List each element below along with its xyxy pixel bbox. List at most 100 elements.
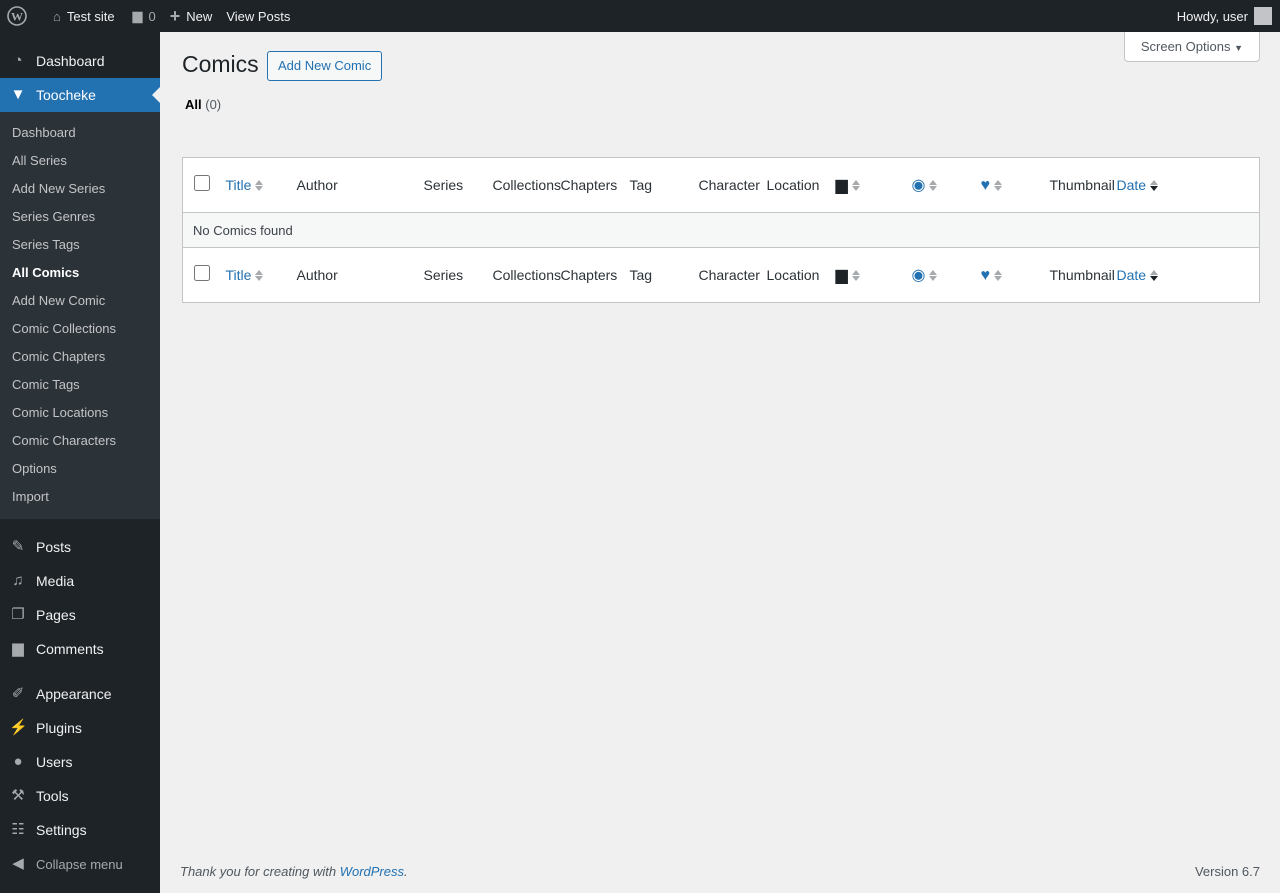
sort-icon	[994, 179, 1004, 192]
comment-icon: ▆	[12, 640, 24, 657]
menu-label: Dashboard	[36, 53, 105, 69]
sidebar-item-pages[interactable]: ❐ Pages	[0, 598, 160, 632]
column-title[interactable]: Title	[218, 247, 290, 303]
sidebar-item-users[interactable]: ● Users	[0, 745, 160, 779]
title-sort-link[interactable]: Title	[225, 266, 252, 283]
collapse-icon: ◀	[12, 855, 24, 872]
column-chapters: Chapters	[553, 157, 623, 213]
submenu-series-genres[interactable]: Series Genres	[12, 209, 96, 224]
comments-link[interactable]: ▆ 0	[126, 0, 163, 32]
submenu-add-new-series[interactable]: Add New Series	[12, 181, 106, 196]
menu-label: Pages	[36, 607, 76, 623]
sidebar-item-media[interactable]: ♫ Media	[0, 564, 160, 598]
sidebar-item-posts[interactable]: ✎ Posts	[0, 530, 160, 564]
column-character: Character	[691, 247, 760, 303]
select-all-checkbox-footer[interactable]	[194, 264, 210, 281]
menu-label: Media	[36, 573, 75, 589]
sort-icon	[929, 179, 939, 192]
sidebar-item-appearance[interactable]: ✐ Appearance	[0, 677, 160, 711]
submenu-comic-characters[interactable]: Comic Characters	[12, 433, 117, 448]
submenu-dashboard[interactable]: Dashboard	[12, 125, 76, 140]
sort-icon	[929, 269, 939, 282]
submenu-comic-locations[interactable]: Comic Locations	[12, 405, 109, 420]
sort-icon	[1150, 179, 1160, 192]
submenu-add-new-comic[interactable]: Add New Comic	[12, 293, 106, 308]
comment-icon: ▆	[132, 8, 143, 23]
user-menu[interactable]: Howdy, user	[1177, 0, 1272, 32]
collapse-menu-button[interactable]: ◀ Collapse menu	[0, 847, 160, 881]
caret-down-icon: ▼	[1234, 43, 1243, 53]
site-link[interactable]: ⌂ Test site	[46, 0, 122, 32]
wordpress-link[interactable]: WordPress	[339, 864, 404, 879]
column-comments[interactable]: ▆	[828, 157, 905, 213]
column-collections: Collections	[485, 247, 561, 303]
sort-icon	[255, 179, 265, 192]
view-posts-link[interactable]: View Posts	[226, 8, 291, 24]
select-all-checkbox[interactable]	[194, 174, 210, 191]
user-icon: ●	[13, 753, 23, 770]
sidebar-item-dashboard[interactable]: ◔ Dashboard	[0, 44, 160, 78]
submenu-comic-tags[interactable]: Comic Tags	[12, 377, 80, 392]
filter-all-label: All	[185, 97, 202, 112]
menu-label: Settings	[36, 822, 87, 838]
column-tag: Tag	[622, 247, 692, 303]
collapse-label: Collapse menu	[36, 856, 123, 872]
column-date[interactable]: Date	[1109, 157, 1260, 213]
wordpress-logo-icon[interactable]: W	[0, 0, 34, 32]
title-sort-link[interactable]: Title	[225, 176, 252, 193]
submenu-comic-collections[interactable]: Comic Collections	[12, 321, 117, 336]
sidebar-item-plugins[interactable]: ⚡ Plugins	[0, 711, 160, 745]
home-icon: ⌂	[53, 8, 61, 24]
screen-options-label: Screen Options	[1140, 39, 1231, 54]
column-likes[interactable]: ♥	[973, 157, 1043, 213]
comment-icon: ▆	[835, 176, 848, 194]
sidebar-item-settings[interactable]: ☷ Settings	[0, 813, 160, 847]
eye-icon: ◉	[911, 176, 926, 194]
sidebar-item-tools[interactable]: ⚒ Tools	[0, 779, 160, 813]
column-author: Author	[289, 247, 417, 303]
svg-text:W: W	[11, 10, 23, 24]
column-views[interactable]: ◉	[904, 157, 974, 213]
menu-label: Comments	[36, 641, 104, 657]
sort-icon	[851, 179, 862, 192]
comics-table: Title Author Series Collections Chapters…	[182, 157, 1260, 303]
submenu-import[interactable]: Import	[12, 489, 49, 504]
submenu-series-tags[interactable]: Series Tags	[12, 237, 80, 252]
column-character: Character	[691, 157, 760, 213]
column-comments[interactable]: ▆	[828, 247, 905, 303]
submenu-all-series[interactable]: All Series	[12, 153, 67, 168]
new-content-link[interactable]: + New	[163, 0, 220, 32]
menu-label: Plugins	[36, 720, 82, 736]
sort-icon	[994, 269, 1004, 282]
admin-sidebar: ◔ Dashboard ▼ Toocheke Dashboard All Serie…	[0, 32, 160, 893]
column-tag: Tag	[622, 157, 692, 213]
column-date[interactable]: Date	[1109, 247, 1260, 303]
menu-label: Toocheke	[36, 87, 96, 103]
comment-count: 0	[148, 8, 156, 24]
add-new-comic-button[interactable]: Add New Comic	[267, 51, 383, 81]
plus-icon: +	[169, 5, 181, 26]
toocheke-icon: ▼	[10, 86, 26, 103]
column-author: Author	[289, 157, 417, 213]
column-views[interactable]: ◉	[904, 247, 974, 303]
date-sort-link[interactable]: Date	[1116, 176, 1147, 193]
column-thumbnail: Thumbnail	[1042, 247, 1115, 303]
filter-all-count: (0)	[205, 97, 222, 112]
column-thumbnail: Thumbnail	[1042, 157, 1115, 213]
avatar	[1254, 7, 1272, 25]
menu-label: Appearance	[36, 686, 112, 702]
submenu-comic-chapters[interactable]: Comic Chapters	[12, 349, 106, 364]
submenu-options[interactable]: Options	[12, 461, 57, 476]
column-title[interactable]: Title	[218, 157, 290, 213]
sidebar-item-comments[interactable]: ▆ Comments	[0, 632, 160, 666]
submenu-all-comics[interactable]: All Comics	[12, 265, 80, 280]
menu-label: Users	[36, 754, 73, 770]
column-likes[interactable]: ♥	[973, 247, 1043, 303]
filter-all-link[interactable]: All (0)	[185, 97, 221, 112]
footer: Thank you for creating with WordPress. V…	[180, 864, 1260, 879]
sidebar-item-toocheke[interactable]: ▼ Toocheke	[0, 78, 160, 112]
brush-icon: ✐	[11, 685, 25, 702]
screen-options-button[interactable]: Screen Options ▼	[1123, 32, 1260, 62]
date-sort-link[interactable]: Date	[1116, 266, 1147, 283]
thanks-text: Thank you for creating with	[180, 864, 340, 879]
